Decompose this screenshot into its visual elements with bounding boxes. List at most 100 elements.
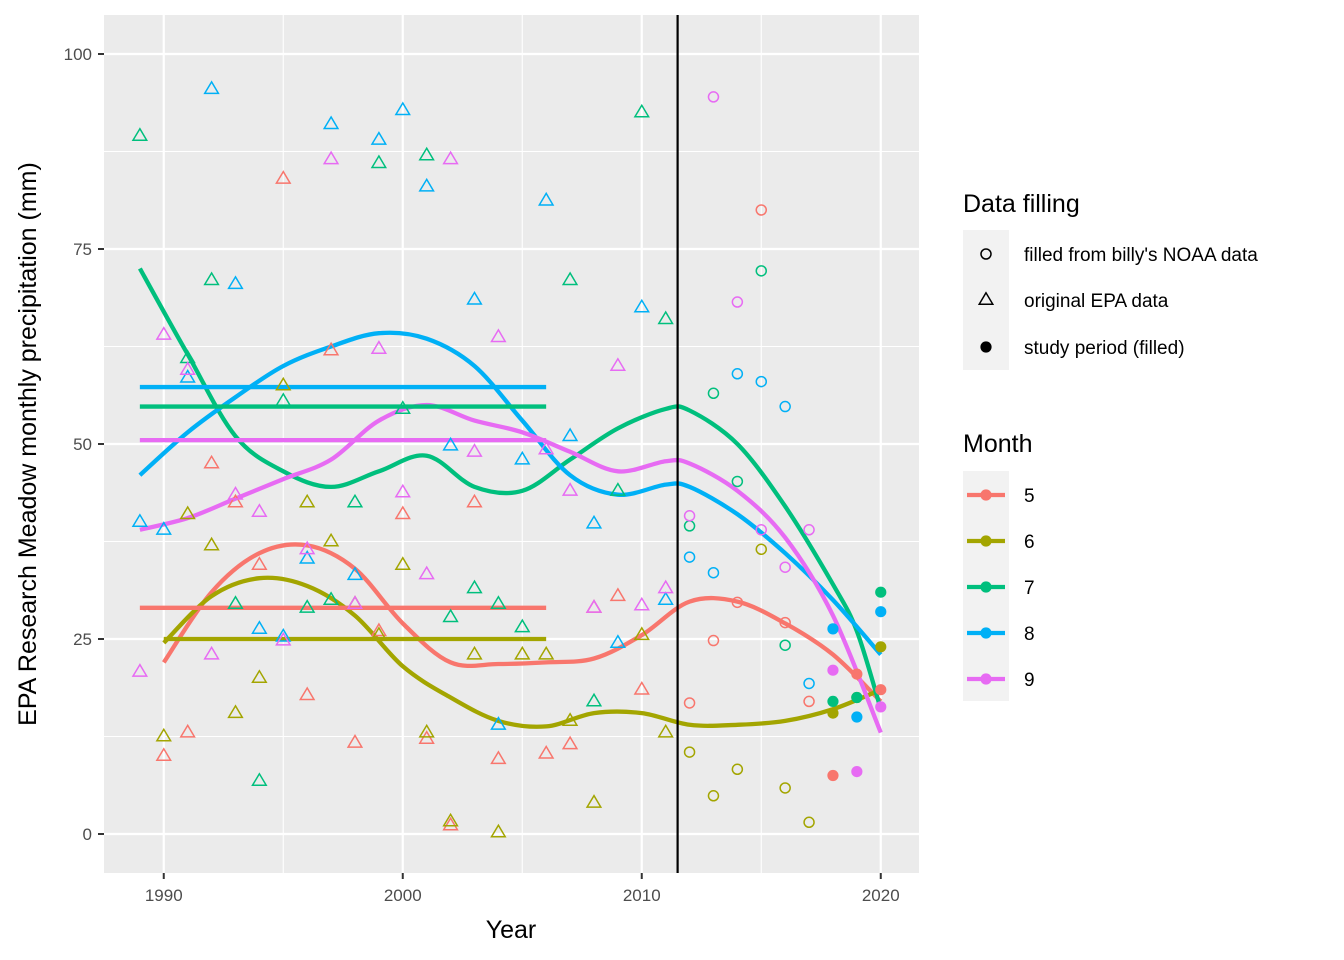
point-original-epa bbox=[394, 400, 411, 414]
point-original-epa bbox=[561, 427, 579, 442]
point-original-epa bbox=[275, 376, 292, 391]
legend-key-point-month-9 bbox=[980, 673, 992, 685]
point-filled-noaa bbox=[755, 265, 768, 277]
point-original-epa bbox=[561, 735, 579, 750]
point-original-epa bbox=[179, 505, 196, 520]
point-study-period bbox=[827, 707, 839, 719]
point-filled-noaa bbox=[779, 400, 791, 413]
point-study-period bbox=[875, 586, 887, 598]
point-original-epa bbox=[227, 595, 244, 609]
point-original-epa bbox=[322, 150, 340, 165]
point-original-epa bbox=[633, 626, 650, 641]
point-original-epa bbox=[394, 101, 411, 116]
y-tick-label: 100 bbox=[64, 45, 92, 64]
point-original-epa bbox=[609, 482, 627, 496]
point-original-epa bbox=[322, 115, 340, 130]
point-original-epa bbox=[251, 503, 268, 517]
smooth-line-month-5 bbox=[162, 542, 883, 703]
point-filled-noaa bbox=[803, 524, 815, 536]
point-filled-noaa bbox=[707, 91, 720, 103]
point-original-epa bbox=[131, 127, 149, 141]
point-original-epa bbox=[227, 486, 244, 500]
point-original-epa bbox=[346, 595, 364, 609]
point-original-epa bbox=[466, 645, 483, 660]
point-original-epa bbox=[657, 579, 674, 594]
point-original-epa bbox=[179, 723, 196, 738]
legend-key-point-month-6 bbox=[980, 535, 992, 547]
y-tick-label: 50 bbox=[73, 435, 92, 454]
point-original-epa bbox=[418, 723, 435, 738]
point-original-epa bbox=[466, 443, 483, 457]
point-original-epa bbox=[298, 599, 316, 613]
legend-key-open-triangle bbox=[977, 291, 995, 306]
point-original-epa bbox=[537, 440, 555, 455]
legend-shape-label-0: filled from billy's NOAA data bbox=[1024, 245, 1258, 266]
point-original-epa bbox=[322, 532, 340, 547]
point-original-epa bbox=[394, 505, 411, 520]
point-filled-noaa bbox=[731, 475, 744, 488]
point-original-epa bbox=[609, 357, 627, 372]
point-original-epa bbox=[442, 150, 459, 165]
point-original-epa bbox=[585, 794, 603, 808]
point-study-period bbox=[875, 606, 887, 618]
smooth-line-month-8 bbox=[138, 330, 883, 657]
point-study-period bbox=[827, 623, 839, 635]
point-original-epa bbox=[203, 271, 220, 286]
legend-key-point-month-5 bbox=[980, 489, 992, 501]
point-original-epa bbox=[370, 154, 388, 169]
legend-color-label-4: 9 bbox=[1024, 670, 1035, 691]
point-study-period bbox=[851, 711, 863, 723]
point-original-epa bbox=[227, 704, 244, 719]
legend-shape-label-1: original EPA data bbox=[1024, 291, 1169, 312]
point-original-epa bbox=[275, 631, 292, 646]
point-filled-noaa bbox=[683, 697, 696, 709]
legend-key-filled-circle bbox=[980, 341, 992, 353]
point-filled-noaa bbox=[731, 763, 744, 776]
point-study-period bbox=[851, 668, 863, 680]
point-original-epa bbox=[251, 620, 268, 634]
y-tick-label: 0 bbox=[83, 825, 92, 844]
point-original-epa bbox=[442, 436, 459, 451]
point-original-epa bbox=[490, 595, 507, 609]
legend-key-point-month-8 bbox=[980, 627, 992, 639]
point-study-period bbox=[827, 769, 839, 782]
y-axis-title: EPA Research Meadow monthly precipitatio… bbox=[14, 162, 42, 726]
point-original-epa bbox=[490, 823, 507, 838]
point-study-period bbox=[827, 664, 839, 676]
point-original-epa bbox=[585, 514, 603, 529]
smooth-line-month-6 bbox=[162, 575, 882, 729]
axes: 1990 2000 2010 2020 0 25 50 75 100 bbox=[64, 45, 900, 905]
point-original-epa bbox=[490, 328, 507, 343]
point-original-epa bbox=[537, 745, 555, 759]
y-tick-label: 25 bbox=[73, 630, 92, 649]
smooth-lines bbox=[138, 267, 883, 734]
legend-color-label-3: 8 bbox=[1024, 624, 1035, 645]
point-study-period bbox=[875, 641, 887, 653]
point-original-epa bbox=[227, 493, 244, 508]
point-original-epa bbox=[657, 310, 674, 325]
point-original-epa bbox=[394, 556, 411, 570]
point-filled-noaa bbox=[779, 561, 791, 573]
point-study-period bbox=[851, 691, 863, 704]
x-axis-title: Year bbox=[486, 916, 537, 944]
point-original-epa bbox=[251, 556, 268, 570]
point-study-period bbox=[875, 701, 887, 713]
x-tick-label: 2020 bbox=[862, 886, 900, 905]
point-original-epa bbox=[155, 727, 172, 742]
point-filled-noaa bbox=[803, 677, 815, 690]
point-original-epa bbox=[633, 596, 650, 611]
point-original-epa bbox=[227, 275, 244, 290]
point-original-epa bbox=[370, 626, 388, 641]
smooth-line-month-7 bbox=[138, 267, 883, 710]
point-study-period bbox=[827, 695, 839, 708]
point-original-epa bbox=[131, 513, 149, 528]
point-filled-noaa bbox=[755, 543, 768, 556]
point-filled-noaa bbox=[707, 790, 720, 802]
point-original-epa bbox=[394, 483, 411, 498]
data-points bbox=[131, 80, 887, 838]
point-original-epa bbox=[179, 369, 196, 383]
point-original-epa bbox=[370, 131, 388, 145]
point-filled-noaa bbox=[683, 746, 696, 758]
point-original-epa bbox=[131, 663, 149, 677]
